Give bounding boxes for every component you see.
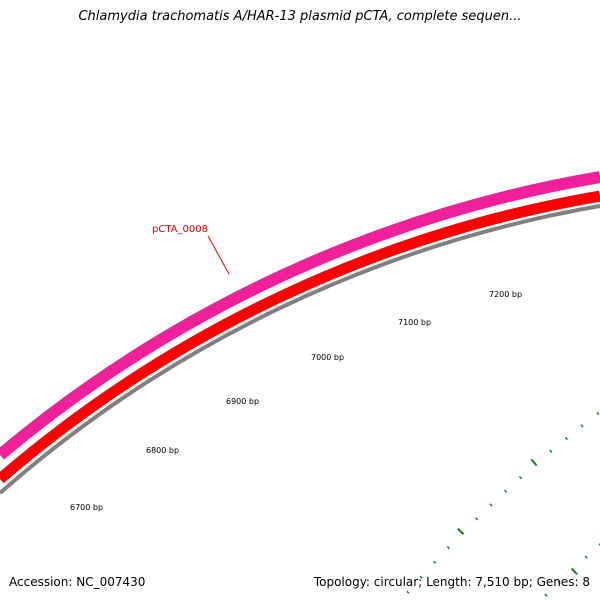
inner-tick [570,567,578,575]
outer-tick [530,458,538,467]
scale-label-7000: 7000 bp [311,353,344,362]
outer-tick [446,546,451,550]
outer-tick-marks [406,411,600,594]
scale-label-6800: 6800 bp [146,446,179,455]
outer-tick [419,575,423,579]
outer-tick [518,476,523,480]
scale-label-7200: 7200 bp [489,290,522,299]
inner-tick [598,543,600,546]
accession-text: Accession: NC_007430 [9,575,146,589]
outer-tick [457,527,465,535]
outer-tick [580,424,584,428]
topology-summary: Topology: circular; Length: 7,510 bp; Ge… [313,575,590,589]
outer-tick [564,436,568,441]
outer-tick [474,517,479,521]
outer-tick [406,590,410,594]
scale-label-6700: 6700 bp [70,503,103,512]
backbone-arc [0,204,600,495]
cds-track-arc [0,190,600,484]
scale-label-7100: 7100 bp [398,318,431,327]
inner-tick-marks [544,543,600,597]
map-title: Chlamydia trachomatis A/HAR-13 plasmid p… [78,9,522,24]
inner-tick [544,593,548,597]
gene-label-leader [207,235,230,275]
gene-track-arc [0,171,600,460]
gene-label-pcta-0008[interactable]: pCTA_0008 [152,224,208,235]
inner-tick [584,555,588,559]
outer-tick [596,411,600,416]
inner-tick [557,580,561,584]
outer-tick [433,560,437,564]
outer-tick [504,489,508,493]
outer-tick [489,503,493,507]
scale-label-6900: 6900 bp [226,397,259,406]
outer-tick [549,449,553,453]
